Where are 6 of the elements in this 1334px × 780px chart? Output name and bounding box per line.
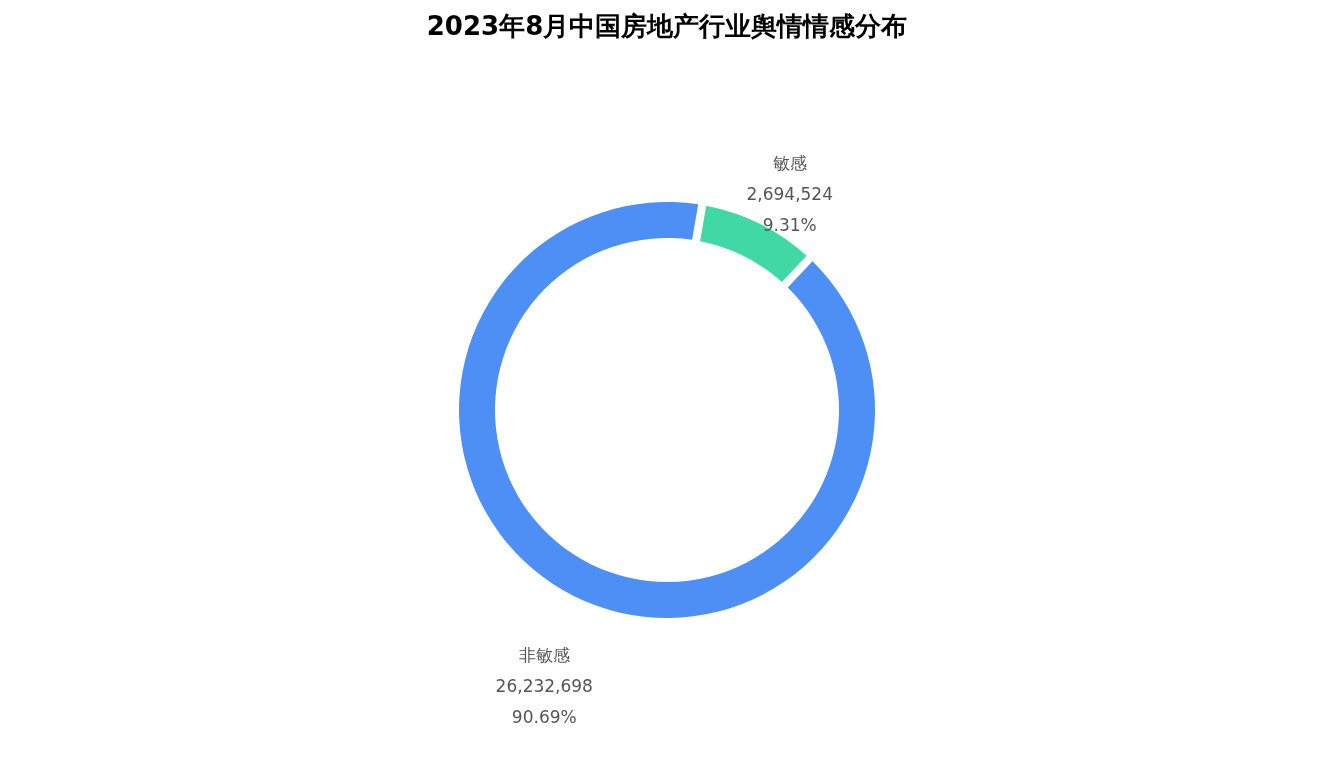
slice-label: 非敏感 xyxy=(518,645,570,666)
donut-slice xyxy=(459,202,875,618)
data-label: 26,232,698 90.69% xyxy=(495,676,593,728)
data-label: 2,694,524 9.31% xyxy=(746,183,833,235)
slice-label: 敏感 xyxy=(772,152,807,173)
chart-title: 2023年8月中国房地产行业舆情情感分布 xyxy=(426,11,908,41)
